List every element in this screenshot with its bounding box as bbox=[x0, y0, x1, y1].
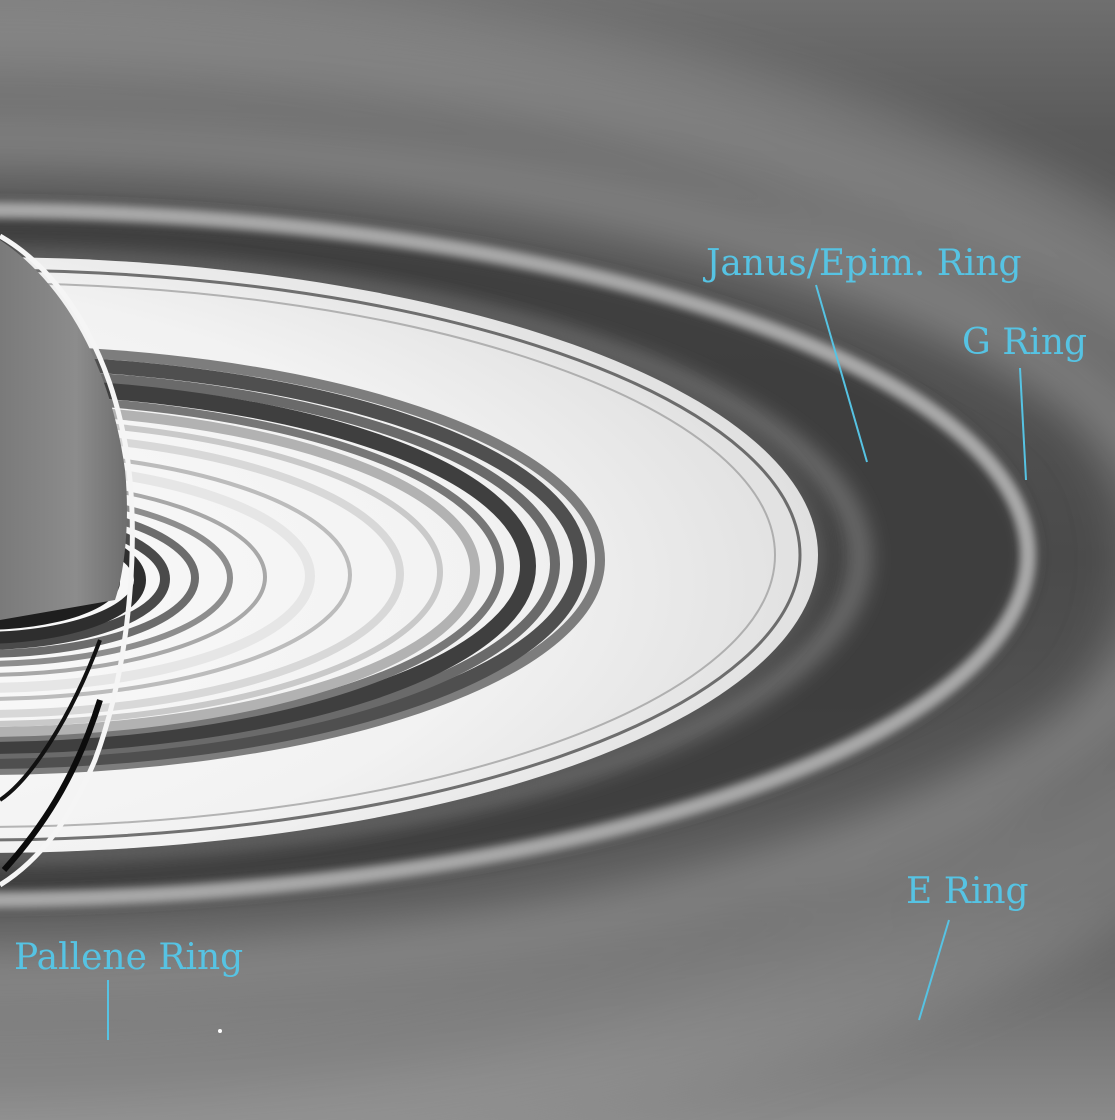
pallene-ring-label: Pallene Ring bbox=[14, 940, 243, 976]
g-ring-label: G Ring bbox=[962, 325, 1087, 361]
bright-point bbox=[218, 1029, 222, 1033]
janus-epimetheus-ring-label: Janus/Epim. Ring bbox=[706, 246, 1022, 282]
e-ring-label: E Ring bbox=[906, 874, 1029, 910]
